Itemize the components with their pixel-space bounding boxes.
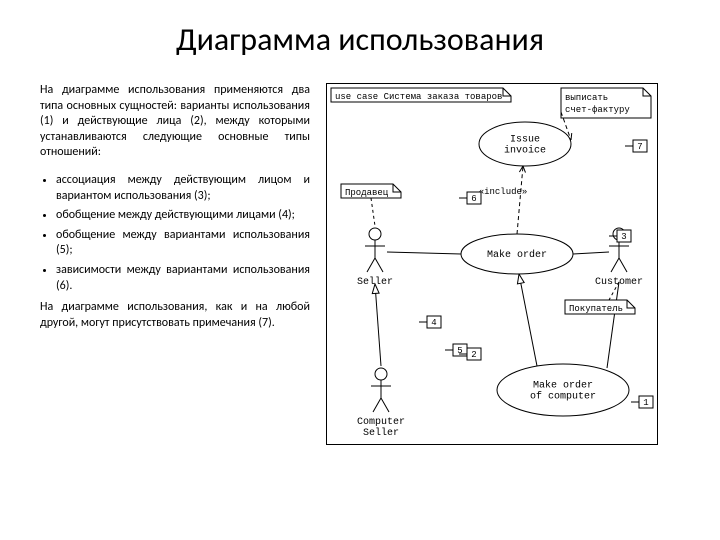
intro-paragraph: На диаграмме использования применяются д… xyxy=(40,83,310,161)
use-case-diagram: use case Система заказа товаров выписать с… xyxy=(326,83,658,445)
svg-text:Customer: Customer xyxy=(595,277,643,288)
left-column: На диаграмме использования применяются д… xyxy=(40,83,310,450)
svg-text:use case Система заказа товаро: use case Система заказа товаров xyxy=(335,92,502,102)
svg-text:Computer: Computer xyxy=(357,417,405,428)
bullet-item: обобщение между вариантами использования… xyxy=(56,228,310,259)
bullet-item: ассоциация между действующим лицом и вар… xyxy=(56,173,310,204)
svg-text:1: 1 xyxy=(643,398,648,408)
svg-text:6: 6 xyxy=(471,194,476,204)
svg-text:счет-фактуру: счет-фактуру xyxy=(565,105,630,115)
content-row: На диаграмме использования применяются д… xyxy=(40,83,680,450)
svg-text:выписать: выписать xyxy=(565,93,608,103)
svg-text:7: 7 xyxy=(637,142,642,152)
svg-text:Issue: Issue xyxy=(510,135,540,146)
svg-text:Продавец: Продавец xyxy=(345,188,389,198)
svg-text:«include»: «include» xyxy=(479,187,528,197)
svg-text:2: 2 xyxy=(471,350,476,360)
right-column: use case Система заказа товаров выписать с… xyxy=(326,83,680,450)
svg-text:invoice: invoice xyxy=(504,145,546,157)
svg-text:Make order: Make order xyxy=(533,380,593,392)
svg-text:Покупатель: Покупатель xyxy=(569,304,623,314)
bullet-list: ассоциация между действующим лицом и вар… xyxy=(40,173,310,294)
svg-text:4: 4 xyxy=(431,318,436,328)
svg-text:of computer: of computer xyxy=(530,391,596,403)
outro-paragraph: На диаграмме использования, как и на люб… xyxy=(40,300,310,331)
svg-text:3: 3 xyxy=(621,232,626,242)
bullet-item: зависимости между вариантами использован… xyxy=(56,263,310,294)
svg-text:Make order: Make order xyxy=(487,249,547,261)
svg-text:Seller: Seller xyxy=(357,276,393,288)
page-title: Диаграмма использования xyxy=(40,20,680,59)
svg-text:Seller: Seller xyxy=(363,427,399,439)
bullet-item: обобщение между действующими лицами (4); xyxy=(56,208,310,224)
